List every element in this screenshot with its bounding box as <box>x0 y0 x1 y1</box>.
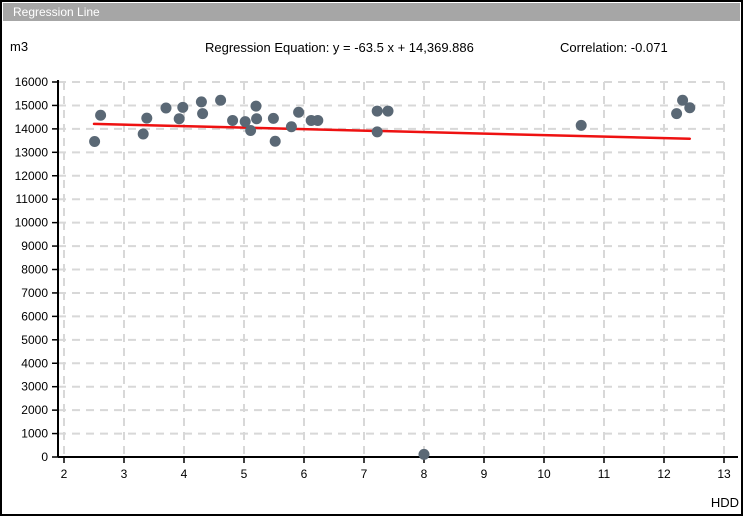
data-point[interactable] <box>215 94 227 106</box>
y-tick-label: 15000 <box>15 98 49 112</box>
data-point[interactable] <box>251 113 263 125</box>
data-point[interactable] <box>250 100 262 112</box>
data-point[interactable] <box>371 126 383 138</box>
y-tick-label: 14000 <box>15 122 49 136</box>
data-point[interactable] <box>671 108 683 120</box>
x-tick-label: 6 <box>301 467 308 481</box>
data-point[interactable] <box>137 128 149 140</box>
x-tick-label: 10 <box>537 467 551 481</box>
data-point[interactable] <box>677 94 689 106</box>
y-tick-label: 9000 <box>21 239 48 253</box>
data-point[interactable] <box>197 108 209 120</box>
data-point[interactable] <box>95 109 107 121</box>
x-tick-label: 2 <box>61 467 68 481</box>
regression-line <box>92 122 692 140</box>
y-tick-label: 1000 <box>21 427 48 441</box>
data-point[interactable] <box>177 101 189 113</box>
y-tick-label: 4000 <box>21 356 48 370</box>
y-tick-label: 16000 <box>15 75 49 89</box>
data-point[interactable] <box>418 448 430 460</box>
y-tick-label: 8000 <box>21 263 48 277</box>
x-tick-label: 12 <box>657 467 671 481</box>
data-point[interactable] <box>285 121 297 133</box>
data-point[interactable] <box>371 105 383 117</box>
y-tick-label: 3000 <box>21 380 48 394</box>
y-tick-label: 11000 <box>16 192 49 206</box>
data-point[interactable] <box>575 119 587 131</box>
data-point[interactable] <box>382 105 394 117</box>
y-tick-label: 6000 <box>21 309 48 323</box>
x-tick-label: 4 <box>181 467 188 481</box>
data-point[interactable] <box>312 114 324 126</box>
y-axis-unit-label: m3 <box>10 39 29 54</box>
x-tick-label: 11 <box>598 467 611 481</box>
regression-equation-label: Regression Equation: y = -63.5 x + 14,36… <box>205 40 474 55</box>
data-point[interactable] <box>293 106 305 118</box>
data-point[interactable] <box>141 112 153 124</box>
data-point[interactable] <box>89 136 101 148</box>
y-tick-label: 10000 <box>15 216 49 230</box>
y-tick-label: 5000 <box>21 333 48 347</box>
y-tick-label: 7000 <box>21 286 48 300</box>
x-tick-label: 3 <box>121 467 128 481</box>
x-tick-label: 7 <box>361 467 368 481</box>
y-tick-label: 12000 <box>15 169 49 183</box>
data-point[interactable] <box>245 125 257 137</box>
window-title: Regression Line <box>13 5 100 19</box>
x-axis-title: HDD <box>711 495 739 510</box>
data-point[interactable] <box>227 114 239 126</box>
y-tick-label: 2000 <box>21 403 48 417</box>
x-tick-label: 5 <box>241 467 248 481</box>
correlation-label: Correlation: -0.071 <box>560 40 668 55</box>
window-titlebar[interactable]: Regression Line <box>3 3 740 21</box>
x-tick-label: 13 <box>717 467 731 481</box>
y-tick-label: 0 <box>41 450 48 464</box>
data-point[interactable] <box>173 113 185 125</box>
data-point[interactable] <box>267 112 279 124</box>
y-tick-label: 13000 <box>15 145 49 159</box>
x-tick-label: 9 <box>481 467 488 481</box>
data-point[interactable] <box>269 135 281 147</box>
data-point[interactable] <box>195 96 207 108</box>
data-point[interactable] <box>160 102 172 114</box>
data-point[interactable] <box>239 116 251 128</box>
data-point[interactable] <box>684 102 696 114</box>
x-tick-label: 8 <box>421 467 428 481</box>
